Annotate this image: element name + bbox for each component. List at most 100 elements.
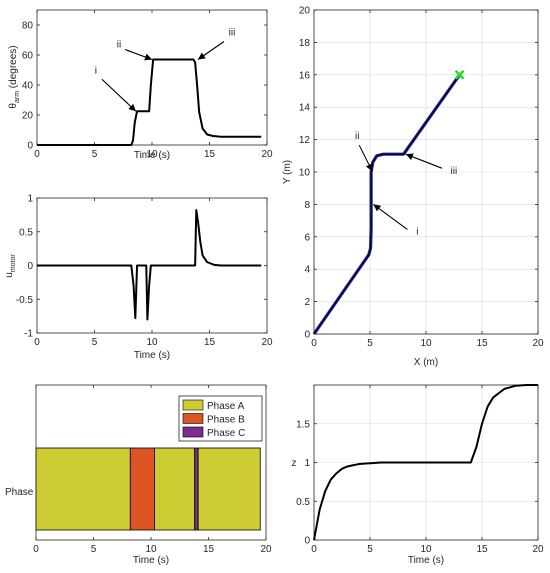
- x-tick-label: 15: [476, 544, 488, 555]
- umotor-series-line: [37, 209, 262, 321]
- x-tick-label: 15: [204, 337, 216, 348]
- theta-y-label-unit: (degrees): [8, 45, 19, 91]
- annotation-label: ii: [117, 40, 121, 51]
- y-tick-label: 0: [304, 330, 310, 341]
- annotation-label: iii: [451, 166, 458, 177]
- annotation-label: ii: [355, 131, 359, 142]
- theta-y-ticks: 0 20 40 60 80: [22, 21, 267, 152]
- y-tick-label: -1: [24, 329, 33, 340]
- y-tick-label: 18: [299, 38, 311, 49]
- x-tick-label: 20: [260, 544, 272, 555]
- y-tick-label: 12: [299, 135, 311, 146]
- theta-series-line: [37, 58, 262, 146]
- arrow-head: [144, 53, 152, 61]
- legend-swatch: [182, 426, 204, 438]
- x-tick-label: 10: [420, 544, 432, 555]
- legend-label: Phase A: [207, 401, 245, 412]
- phase-segment-bar: [197, 447, 261, 531]
- y-tick-label: 8: [304, 200, 310, 211]
- x-tick-label: 0: [33, 544, 39, 555]
- theta-y-label-subscript: arm: [14, 91, 21, 103]
- trajectory-x-label: X (m): [414, 357, 438, 368]
- x-tick-label: 0: [311, 338, 317, 349]
- x-tick-label: 0: [34, 337, 40, 348]
- arrow-head: [128, 103, 136, 112]
- annotation-arrow: [373, 203, 408, 230]
- arrow-head: [365, 163, 373, 172]
- y-tick-label: -0.5: [16, 295, 34, 306]
- y-tick-label: 2: [304, 297, 310, 308]
- theta-x-ticks: 0 5 10 15 20: [34, 10, 273, 160]
- z-y-ticks: 0 0.5 1 1.5: [296, 419, 538, 547]
- x-tick-label: 5: [367, 338, 373, 349]
- arrow-head: [373, 204, 382, 212]
- y-tick-label: 16: [299, 70, 311, 81]
- y-tick-label: 4: [304, 265, 310, 276]
- umotor-y-label: umotor: [4, 254, 17, 278]
- x-tick-label: 20: [532, 544, 544, 555]
- y-tick-label: 1.5: [296, 419, 310, 430]
- z-x-label: Time (s): [408, 555, 444, 566]
- x-tick-label: 20: [261, 149, 273, 160]
- legend-swatch: [182, 413, 204, 424]
- y-tick-label: 40: [22, 81, 34, 92]
- y-tick-label: 0: [27, 141, 33, 152]
- phase-legend: Phase A Phase B Phase C: [178, 395, 263, 442]
- arrow-head: [198, 52, 206, 60]
- x-tick-label: 15: [476, 338, 488, 349]
- z-plot: 0 5 10 15 20 0 0.5 1 1.5 Time (s) z: [292, 384, 544, 566]
- arrow-head: [405, 153, 414, 160]
- theta-y-label-symbol: θ: [8, 103, 19, 109]
- y-tick-label: 1: [27, 194, 33, 205]
- y-tick-label: 80: [22, 21, 34, 32]
- x-tick-label: 5: [91, 544, 97, 555]
- umotor-x-ticks: 0 5 10 15 20: [34, 198, 273, 348]
- x-tick-label: 10: [146, 149, 158, 160]
- y-tick-label: 0: [27, 261, 33, 272]
- phase-y-label: Phase: [5, 487, 34, 498]
- annotation-label: i: [95, 65, 97, 76]
- phase-x-label: Time (s): [133, 555, 169, 566]
- x-tick-label: 15: [204, 149, 216, 160]
- y-tick-label: 1: [304, 458, 310, 469]
- z-series-line: [313, 384, 538, 541]
- trajectory-plot: 0 5 10 15 20 0 2 4 6 8 10 12 14 16 18 20 X (m) Y (m) i…: [282, 6, 544, 369]
- x-tick-label: 0: [311, 544, 317, 555]
- legend-label: Phase B: [207, 415, 245, 426]
- phase-segments: [35, 447, 261, 531]
- y-tick-label: 0: [304, 536, 310, 547]
- annotation-label: i: [416, 226, 418, 237]
- trajectory-y-label: Y (m): [282, 160, 293, 184]
- theta-y-label: θarm (degrees): [8, 45, 21, 108]
- z-x-ticks: 0 5 10 15 20: [311, 385, 544, 555]
- umotor-x-label: Time (s): [134, 350, 170, 361]
- x-tick-label: 15: [203, 544, 215, 555]
- x-tick-label: 10: [146, 337, 158, 348]
- x-tick-label: 20: [532, 338, 544, 349]
- y-tick-label: 0.5: [19, 227, 33, 238]
- theta-arm-plot: 0 5 10 15 20 0 20 40 60 80 Time (s) θarm (degree…: [8, 9, 273, 161]
- phase-segment-bar: [194, 447, 199, 531]
- umotor-y-ticks: -1 -0.5 0 0.5 1: [16, 194, 267, 340]
- x-tick-label: 0: [34, 149, 40, 160]
- trajectory-y-ticks: 0 2 4 6 8 10 12 14 16 18 20: [299, 6, 538, 341]
- x-tick-label: 20: [261, 337, 273, 348]
- umotor-y-label-symbol: u: [4, 272, 15, 278]
- goal-marker-stroke: [454, 69, 465, 80]
- annotation-label: iii: [229, 28, 236, 39]
- z-y-label: z: [292, 458, 297, 469]
- y-tick-label: 14: [299, 103, 311, 114]
- y-tick-label: 6: [304, 232, 310, 243]
- legend-label: Phase C: [207, 428, 245, 439]
- x-tick-label: 10: [145, 544, 157, 555]
- x-tick-label: 10: [420, 338, 432, 349]
- phase-x-ticks: 0 5 10 15 20: [33, 385, 272, 555]
- phase-segment-bar: [35, 447, 131, 531]
- phase-segment-bar: [129, 447, 155, 531]
- y-tick-label: 0.5: [296, 497, 310, 508]
- y-tick-label: 60: [22, 51, 34, 62]
